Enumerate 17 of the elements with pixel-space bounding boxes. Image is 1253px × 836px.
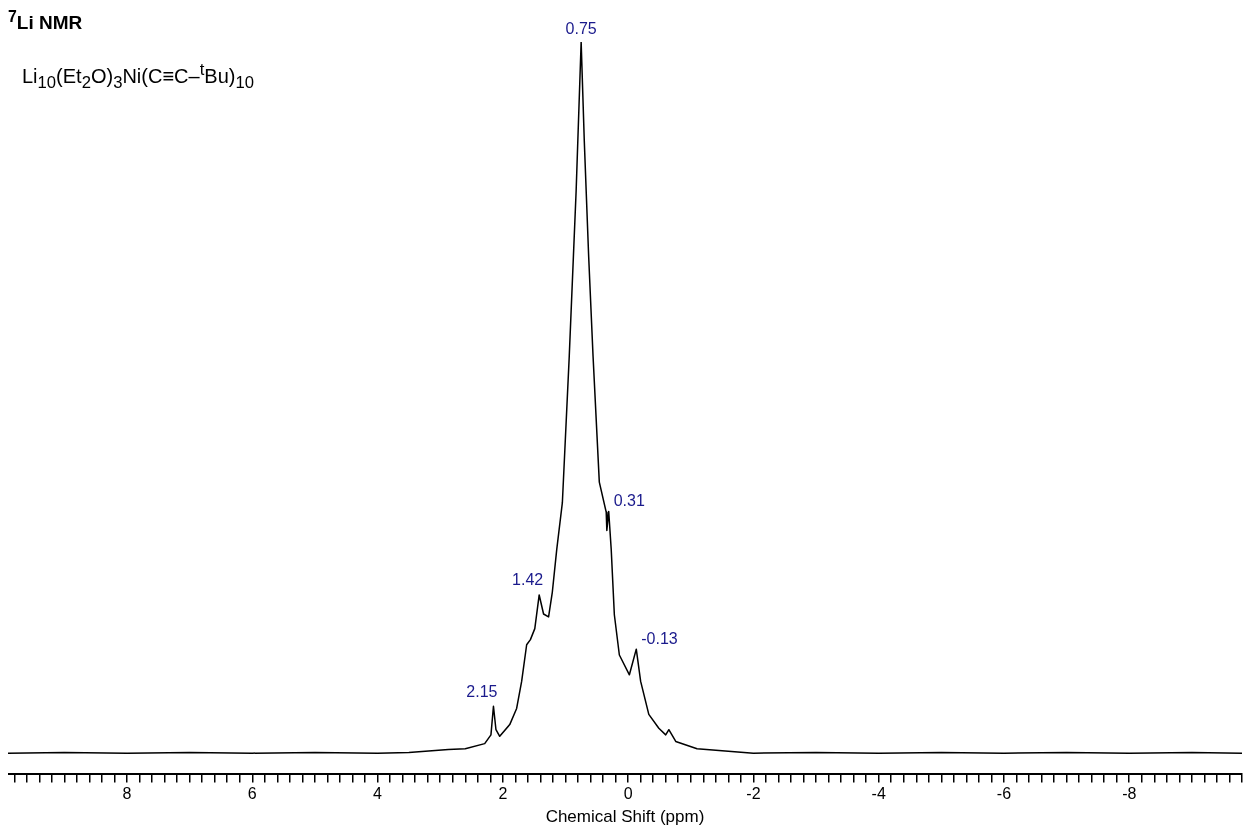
chart-title: $^{7}$Li NMR <box>8 8 83 35</box>
x-tick-label: 2 <box>498 785 508 803</box>
x-tick-label: -4 <box>871 785 886 803</box>
x-tick-label: 0 <box>623 785 633 803</box>
x-tick-label: 6 <box>247 785 257 803</box>
x-tick-label: -2 <box>746 785 761 803</box>
x-tick-label: -6 <box>996 785 1012 803</box>
x-axis-title: Chemical Shift (ppm) <box>545 807 705 827</box>
text: Li$_{10}$(Et$_{2}$O)$_{3}$Ni(C≡C–$^{t}$Bu)$_{10}$ <box>22 60 254 92</box>
annotation: -0.13 <box>641 629 678 647</box>
x-tick-label: 4 <box>373 785 383 803</box>
annotation: 2.15 <box>466 682 498 700</box>
x-tick-label: 8 <box>122 785 132 803</box>
annotation: 0.75 <box>565 20 597 38</box>
annotation: 0.31 <box>613 491 645 509</box>
x-tick-label: -8 <box>1122 785 1137 803</box>
annotation: 1.42 <box>512 571 544 589</box>
